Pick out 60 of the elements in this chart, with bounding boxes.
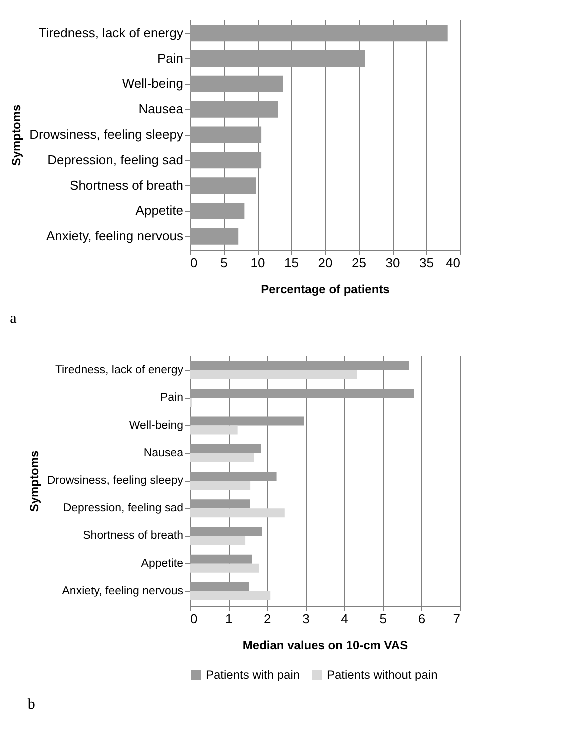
- legend-label: Patients without pain: [327, 668, 438, 682]
- y-tick-label: Nausea: [138, 102, 184, 117]
- y-tick-label: Depression, feeling sad: [48, 152, 184, 168]
- y-tick-label: Pain: [157, 50, 184, 66]
- x-tick-label: 5: [380, 612, 387, 626]
- y-tick-label: Well-being: [129, 420, 184, 432]
- bar: [190, 527, 262, 536]
- x-tick-label: 15: [284, 256, 299, 270]
- x-tick-label: 30: [386, 256, 400, 270]
- bar: [190, 500, 250, 509]
- x-tick-label: 3: [302, 612, 310, 626]
- y-tick-label: Tiredness, lack of energy: [55, 364, 184, 377]
- y-tick-label: Shortness of breath: [70, 178, 184, 193]
- bar: [190, 481, 251, 490]
- bar: [190, 536, 246, 546]
- bar: [190, 370, 358, 380]
- x-tick-label: 10: [250, 256, 266, 270]
- bar: [190, 453, 254, 462]
- text: a: [10, 311, 18, 327]
- y-tick-label: Tiredness, lack of energy: [38, 25, 184, 40]
- y-tick-label: Well-being: [122, 76, 184, 92]
- text: b: [28, 697, 36, 713]
- y-tick-label: Shortness of breath: [83, 530, 184, 542]
- y-tick-label: Appetite: [136, 203, 184, 218]
- bar: [190, 416, 304, 426]
- legend-label: Patients with pain: [206, 668, 300, 682]
- x-tick-label: 1: [225, 612, 233, 626]
- y-tick-label: Depression, feeling sad: [63, 502, 184, 515]
- bar: [190, 472, 277, 481]
- x-axis-title: Percentage of patients: [261, 282, 390, 296]
- x-tick-label: 7: [453, 612, 460, 626]
- y-tick-label: Nausea: [144, 447, 184, 460]
- x-axis-title: Median values on 10-cm VAS: [242, 638, 408, 652]
- y-tick-label: Pain: [160, 392, 184, 404]
- y-tick-label: Drowsiness, feeling sleepy: [30, 127, 184, 142]
- bar: [190, 444, 262, 454]
- bar: [190, 426, 238, 435]
- bar: [190, 564, 260, 573]
- y-tick-label: Anxiety, feeling nervous: [46, 228, 184, 244]
- y-axis-title: Symptoms: [27, 450, 42, 512]
- x-tick-label: 4: [341, 612, 348, 626]
- bar: [190, 554, 252, 564]
- y-tick-label: Anxiety, feeling nervous: [62, 585, 184, 598]
- bar: [190, 582, 250, 592]
- x-tick-label: 25: [352, 256, 366, 270]
- bar: [190, 389, 414, 398]
- y-tick-label: Drowsiness, feeling sleepy: [47, 475, 184, 487]
- bar: [190, 591, 271, 600]
- x-tick-label: 0: [190, 612, 198, 626]
- x-tick-label: 0: [190, 256, 198, 270]
- x-tick-label: 35: [420, 256, 434, 270]
- y-tick-label: Appetite: [141, 558, 184, 570]
- x-tick-label: 6: [418, 612, 426, 626]
- x-tick-label: 5: [220, 256, 228, 270]
- x-tick-label: 2: [264, 612, 272, 626]
- bar: [190, 362, 410, 371]
- x-tick-label: 40: [446, 256, 460, 270]
- bar: [190, 508, 285, 518]
- x-tick-label: 20: [318, 256, 333, 270]
- y-axis-title: Symptoms: [10, 104, 24, 166]
